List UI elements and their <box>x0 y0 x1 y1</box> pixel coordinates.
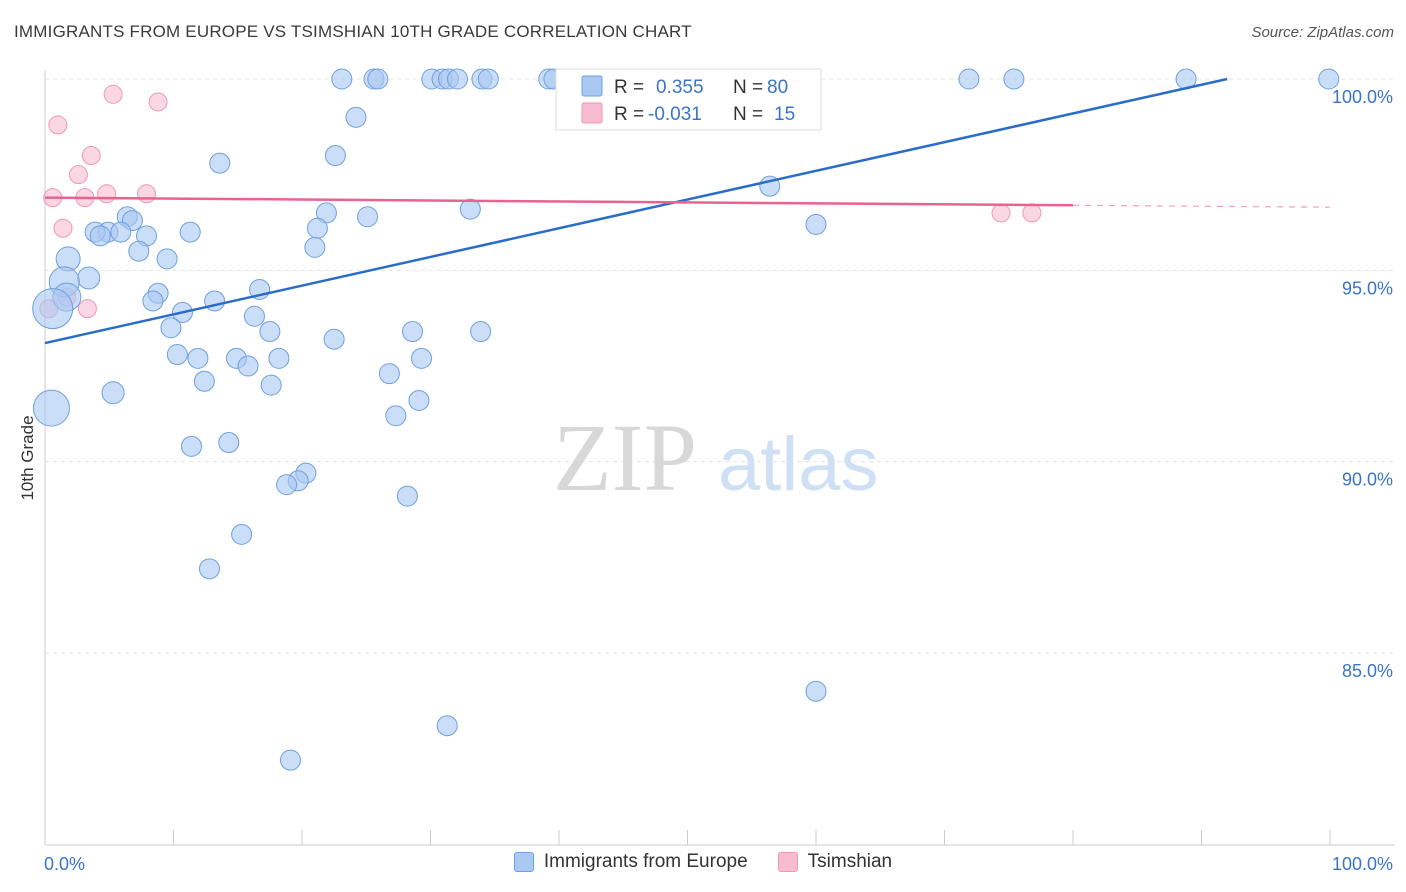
stats-legend-n-value-1: 80 <box>767 77 788 98</box>
point-immigrants-from-europe <box>243 305 265 327</box>
point-immigrants-from-europe <box>396 485 418 507</box>
point-tsimshian <box>991 203 1011 223</box>
stats-legend-n-label-1: N = <box>733 77 763 98</box>
point-immigrants-from-europe <box>459 198 481 220</box>
x-tick-label-max: 100.0% <box>1332 854 1393 874</box>
point-immigrants-from-europe <box>187 347 209 369</box>
legend-label-immigrants-from-europe: Immigrants from Europe <box>543 851 748 872</box>
stats-legend-swatch-pink <box>581 102 603 124</box>
legend-swatch-blue <box>513 852 534 872</box>
stats-legend-r-label-2: R = <box>614 104 644 125</box>
trend-lines <box>44 77 1331 345</box>
point-immigrants-from-europe <box>218 432 240 454</box>
x-axis-ticks <box>44 830 1331 845</box>
point-immigrants-from-europe <box>89 225 111 247</box>
point-immigrants-from-europe <box>470 321 492 343</box>
point-immigrants-from-europe <box>32 389 70 427</box>
point-immigrants-from-europe <box>357 206 379 228</box>
point-immigrants-from-europe <box>32 288 74 330</box>
point-immigrants-from-europe <box>237 355 259 377</box>
point-immigrants-from-europe <box>260 374 282 396</box>
point-immigrants-from-europe <box>128 240 150 262</box>
point-immigrants-from-europe <box>110 221 132 243</box>
point-immigrants-from-europe <box>231 523 253 545</box>
legend-item-tsimshian[interactable]: Tsimshian <box>777 851 893 873</box>
chart-title: IMMIGRANTS FROM EUROPE VS TSIMSHIAN 10TH… <box>14 22 692 41</box>
point-immigrants-from-europe <box>331 68 353 90</box>
bottom-legend: Immigrants from Europe Tsimshian <box>0 851 1406 873</box>
point-immigrants-from-europe <box>180 435 202 457</box>
stats-legend-n-label-2: N = <box>733 104 763 125</box>
point-immigrants-from-europe <box>345 106 367 128</box>
trend-line-tsimshian <box>44 196 1074 207</box>
y-axis-tick-labels: 100.0% 95.0% 90.0% 85.0% <box>1332 87 1393 681</box>
point-tsimshian <box>48 115 68 135</box>
point-immigrants-from-europe <box>805 213 827 235</box>
point-immigrants-from-europe <box>1003 68 1025 90</box>
point-immigrants-from-europe <box>367 68 389 90</box>
y-tick-label-85: 85.0% <box>1342 661 1393 681</box>
point-immigrants-from-europe <box>268 347 290 369</box>
legend-swatch-pink <box>777 852 798 872</box>
stats-legend-r-value-2: -0.031 <box>648 104 702 125</box>
point-immigrants-from-europe <box>408 389 430 411</box>
trend-line-immigrants-from-europe <box>44 77 1228 345</box>
point-immigrants-from-europe <box>304 236 326 258</box>
point-immigrants-from-europe <box>142 290 164 312</box>
watermark: ZIP atlas <box>553 404 879 511</box>
point-immigrants-from-europe <box>156 248 178 270</box>
point-tsimshian <box>97 184 117 204</box>
point-immigrants-from-europe <box>166 344 188 366</box>
point-immigrants-from-europe <box>323 328 345 350</box>
x-tick-label-min: 0.0% <box>44 854 85 874</box>
point-tsimshian <box>103 84 123 104</box>
watermark-zip: ZIP <box>553 404 697 511</box>
stats-legend-r-value-1: 0.355 <box>656 77 704 98</box>
trend-line-tsimshian-extension <box>1072 204 1331 208</box>
point-immigrants-from-europe <box>193 370 215 392</box>
point-immigrants-from-europe <box>958 68 980 90</box>
point-immigrants-from-europe <box>1318 68 1340 90</box>
y-axis-label: 10th Grade <box>18 415 37 500</box>
point-immigrants-from-europe <box>306 217 328 239</box>
data-points <box>32 68 1340 771</box>
point-tsimshian <box>53 218 73 238</box>
point-immigrants-from-europe <box>402 321 424 343</box>
point-tsimshian <box>81 146 101 166</box>
stats-legend-n-value-2: 15 <box>774 104 795 125</box>
point-immigrants-from-europe <box>276 474 298 496</box>
point-immigrants-from-europe <box>378 363 400 385</box>
legend-label-tsimshian: Tsimshian <box>807 851 893 872</box>
stats-legend: R = 0.355 N = 80 R = -0.031 N = 15 <box>555 68 822 131</box>
source-credit: Source: ZipAtlas.com <box>1251 24 1394 41</box>
point-tsimshian <box>1022 203 1042 223</box>
point-immigrants-from-europe <box>77 266 101 290</box>
watermark-atlas: atlas <box>718 422 879 507</box>
point-immigrants-from-europe <box>805 680 827 702</box>
point-tsimshian <box>148 92 168 112</box>
stats-legend-r-label-1: R = <box>614 77 644 98</box>
stats-legend-swatch-blue <box>581 75 603 97</box>
y-tick-label-95: 95.0% <box>1342 278 1393 298</box>
point-immigrants-from-europe <box>209 152 231 174</box>
point-immigrants-from-europe <box>259 321 281 343</box>
point-immigrants-from-europe <box>279 749 301 771</box>
point-immigrants-from-europe <box>324 145 346 167</box>
point-tsimshian <box>137 184 157 204</box>
point-immigrants-from-europe <box>411 347 433 369</box>
point-immigrants-from-europe <box>385 405 407 427</box>
point-immigrants-from-europe <box>477 68 499 90</box>
legend-item-immigrants-from-europe[interactable]: Immigrants from Europe <box>513 851 748 873</box>
y-tick-label-90: 90.0% <box>1342 470 1393 490</box>
point-tsimshian <box>77 299 97 319</box>
point-immigrants-from-europe <box>160 317 182 339</box>
point-tsimshian <box>68 165 88 185</box>
point-immigrants-from-europe <box>101 381 125 405</box>
point-immigrants-from-europe <box>179 221 201 243</box>
point-immigrants-from-europe <box>446 68 468 90</box>
point-immigrants-from-europe <box>198 558 220 580</box>
y-tick-label-100: 100.0% <box>1332 87 1393 107</box>
point-immigrants-from-europe <box>436 715 458 737</box>
